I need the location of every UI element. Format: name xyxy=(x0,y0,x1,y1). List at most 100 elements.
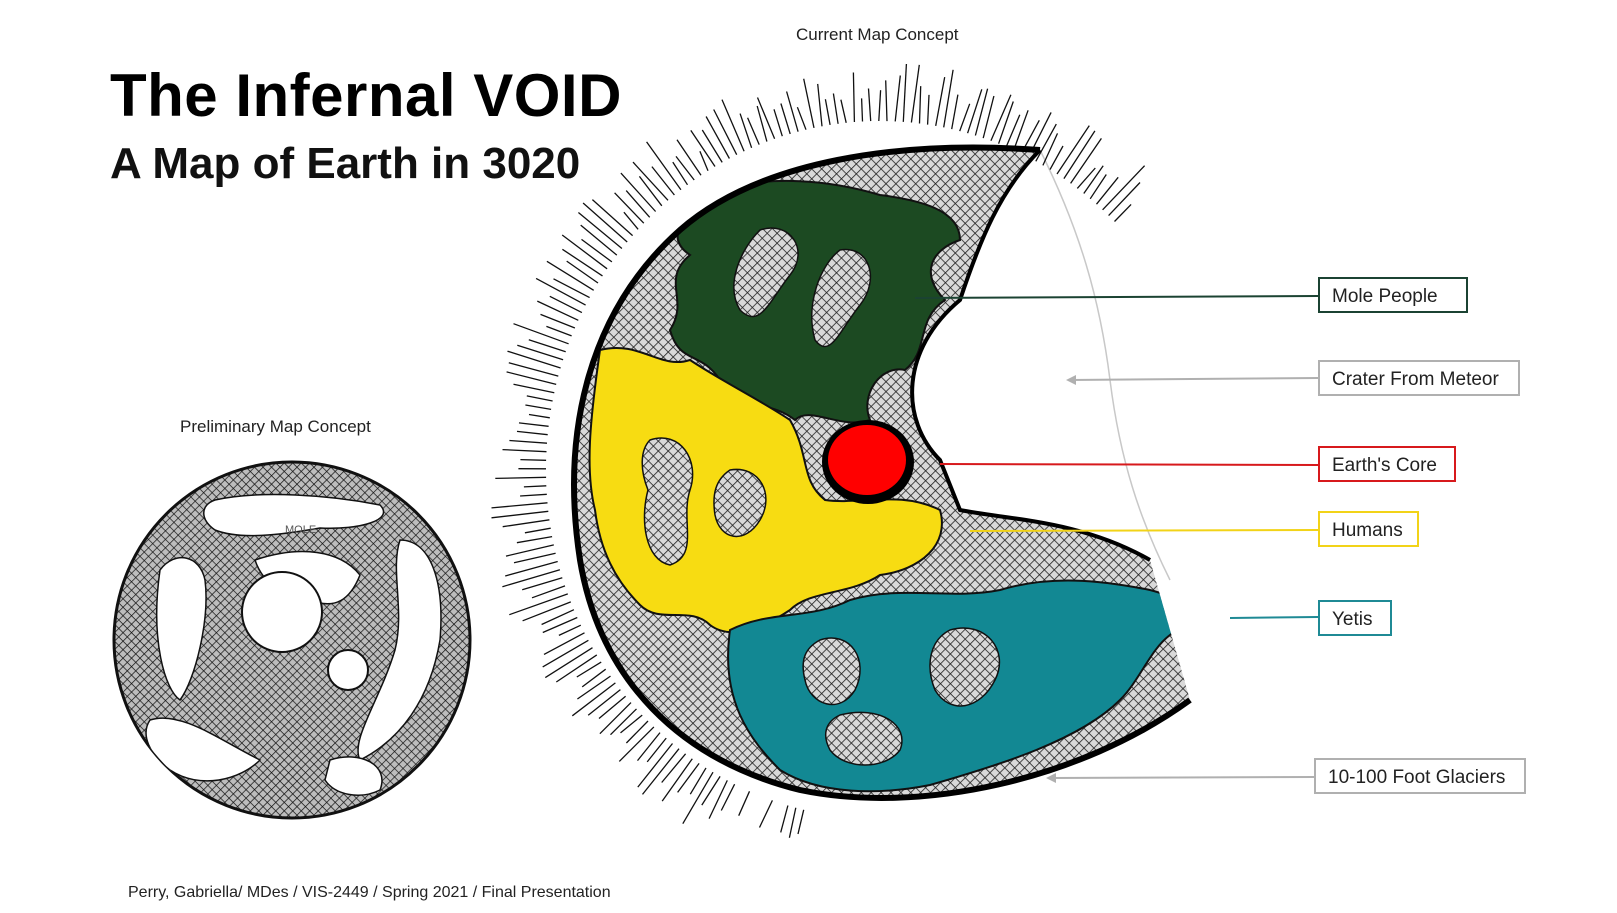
glacier-spike xyxy=(747,117,760,145)
glacier-spike xyxy=(699,151,709,172)
glacier-spike xyxy=(1042,133,1059,166)
glacier-spike xyxy=(542,639,589,668)
glacier-spike xyxy=(507,350,561,369)
glacier-spike xyxy=(543,632,585,655)
glacier-spike xyxy=(1056,125,1090,175)
glacier-spike xyxy=(526,395,553,402)
glacier-spike xyxy=(796,106,807,130)
glacier-spike xyxy=(555,654,598,683)
glacier-spike xyxy=(672,161,689,186)
glacier-spike xyxy=(720,783,736,811)
glacier-spike xyxy=(910,64,920,123)
glacier-spike xyxy=(824,99,831,126)
glacier-spike xyxy=(1049,145,1064,170)
glacier-spike xyxy=(558,624,582,636)
leader-lines xyxy=(914,295,1319,783)
glacier-spike xyxy=(581,238,613,263)
glacier-spike xyxy=(1005,114,1021,148)
glacier-spike xyxy=(832,93,839,124)
glacier-spike xyxy=(894,75,901,122)
glacier-spike xyxy=(677,763,700,793)
glacier-spike xyxy=(974,88,989,136)
footer-credits: Perry, Gabriella/ MDes / VIS-2449 / Spri… xyxy=(128,884,611,901)
glacier-spike xyxy=(701,129,723,163)
glacier-spike xyxy=(1070,138,1102,184)
glacier-spike xyxy=(867,88,872,122)
legend-glaciers: 10-100 Foot Glaciers xyxy=(1314,758,1526,794)
glacier-spike xyxy=(773,109,783,137)
glacier-spike xyxy=(959,103,971,132)
glacier-spike xyxy=(506,371,557,386)
glacier-spike xyxy=(524,527,551,534)
glacier-spike xyxy=(885,80,888,122)
glacier-spike xyxy=(522,601,572,622)
glacier-spike xyxy=(1013,110,1029,151)
glacier-spike xyxy=(562,248,603,277)
glacier-spike xyxy=(646,141,682,191)
preliminary-map: MOLE xyxy=(112,460,472,820)
glacier-spike xyxy=(509,593,569,616)
glacier-spike xyxy=(785,91,799,132)
glacier-spike xyxy=(614,192,645,224)
glacier-spike xyxy=(713,109,738,155)
glacier-spike xyxy=(513,552,556,564)
glacier-spike xyxy=(513,323,569,345)
legend-crater-from-meteor: Crater From Meteor xyxy=(1318,360,1520,396)
glacier-spike xyxy=(852,72,856,123)
glacier-spike xyxy=(546,325,572,337)
glacier-spike xyxy=(491,510,549,519)
current-map-caption: Current Map Concept xyxy=(796,25,959,44)
glacier-spike xyxy=(518,422,549,427)
glacier-spike xyxy=(641,748,680,795)
glacier-spike xyxy=(1035,123,1057,162)
glacier-spike xyxy=(537,300,579,321)
glacier-spike xyxy=(544,647,593,679)
glacier-spike xyxy=(902,63,908,122)
glacier-spike xyxy=(739,113,753,149)
glacier-spike xyxy=(599,702,632,735)
glacier-spike xyxy=(840,99,847,123)
glacier-spike xyxy=(620,172,657,212)
glacier-spike xyxy=(541,609,575,626)
glacier-spike xyxy=(982,95,995,139)
prelim-moon xyxy=(327,649,369,691)
glacier-spike xyxy=(721,99,745,152)
glacier-spike xyxy=(817,83,823,127)
glacier-spike xyxy=(675,156,695,181)
glacier-spike xyxy=(561,234,608,270)
glacier-spike xyxy=(625,190,651,218)
glacier-spike xyxy=(797,809,805,835)
glacier-spike xyxy=(1114,203,1132,222)
glacier-spike xyxy=(708,780,728,819)
glacier-spike xyxy=(758,800,773,828)
glacier-spike xyxy=(542,616,578,634)
crater-outline xyxy=(1039,149,1171,581)
glacier-spike xyxy=(522,577,563,591)
glacier-spike xyxy=(516,535,553,544)
glacier-fringe xyxy=(491,63,1146,838)
glacier-spike xyxy=(513,383,555,394)
prelim-sketch-label: MOLE xyxy=(285,524,316,536)
glacier-spike xyxy=(520,493,547,497)
glacier-spike xyxy=(651,166,675,196)
page-title: The Infernal VOID xyxy=(110,62,622,129)
glacier-spike xyxy=(1095,176,1119,205)
glacier-spike xyxy=(780,805,789,833)
glacier-spike xyxy=(623,211,639,230)
glacier-spike xyxy=(531,585,566,599)
glacier-spike xyxy=(1083,165,1104,194)
glacier-spike xyxy=(576,661,602,678)
glacier-spike xyxy=(502,519,550,528)
glacier-spike xyxy=(1102,165,1146,211)
glacier-spike xyxy=(1063,130,1096,179)
glacier-spike xyxy=(540,313,576,329)
glacier-spike xyxy=(632,161,669,201)
glacier-spike xyxy=(549,295,583,314)
glacier-spike xyxy=(580,224,618,256)
glacier-spike xyxy=(502,569,561,588)
glacier-spike xyxy=(638,176,663,207)
glacier-spike xyxy=(689,767,707,795)
legend-yetis: Yetis xyxy=(1318,600,1392,636)
glacier-spike xyxy=(502,448,547,453)
